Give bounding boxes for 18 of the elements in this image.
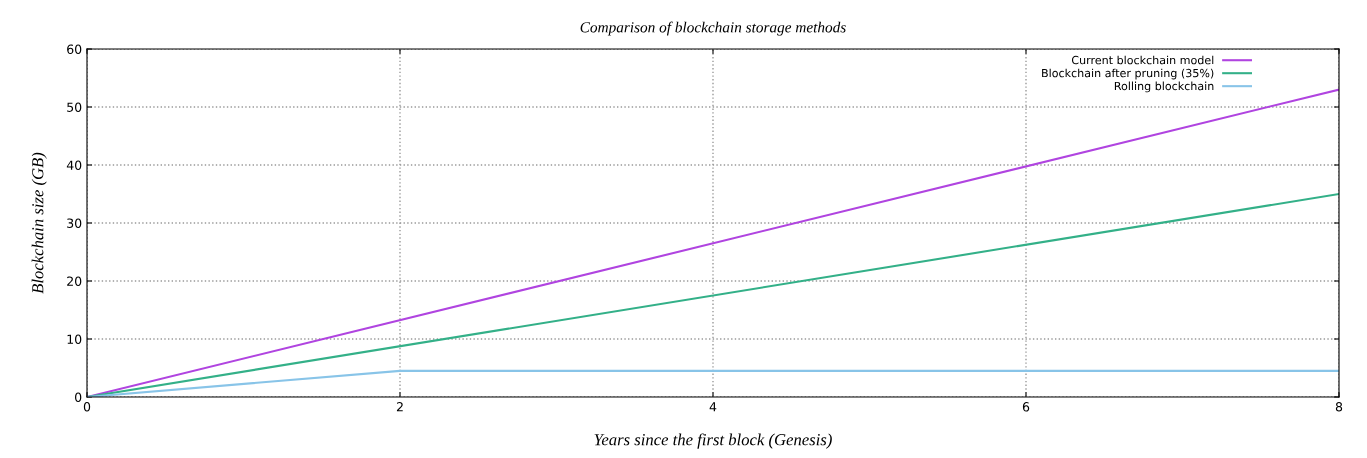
chart-title: Comparison of blockchain storage methods [580, 21, 846, 36]
x-tick-label: 6 [1022, 402, 1030, 412]
y-tick-label: 10 [67, 334, 82, 344]
y-tick-label: 40 [66, 160, 82, 170]
x-tick-label: 8 [1335, 402, 1343, 412]
y-tick-label: 30 [67, 218, 82, 228]
legend-label: Current blockchain model [1071, 55, 1214, 65]
legend-label: Blockchain after pruning (35%) [1042, 68, 1214, 80]
y-tick-label: 50 [67, 102, 82, 112]
x-tick-label: 0 [83, 402, 91, 412]
y-tick-label: 0 [75, 392, 82, 402]
x-axis-title: Years since the first block (Genesis) [594, 433, 832, 449]
y-axis-title: Blockchain size (GB) [31, 152, 47, 294]
x-tick-label: 2 [396, 402, 403, 412]
y-tick-label: 60 [67, 44, 82, 54]
legend-label: Rolling blockchain [1114, 81, 1214, 93]
y-tick-label: 20 [67, 276, 82, 286]
x-tick-label: 4 [709, 402, 717, 412]
